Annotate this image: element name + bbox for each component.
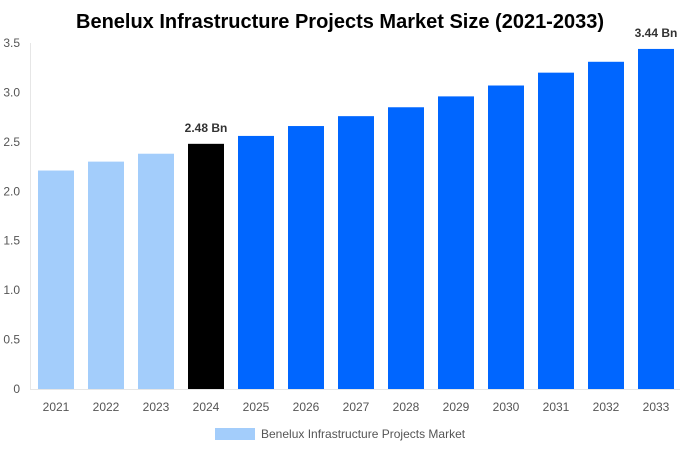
- x-tick-label: 2031: [543, 400, 570, 414]
- bar-2032: [588, 61, 624, 389]
- legend-label: Benelux Infrastructure Projects Market: [261, 427, 466, 441]
- data-label: 2.48 Bn: [185, 121, 228, 135]
- bar-2022: [88, 161, 124, 389]
- x-tick-label: 2023: [143, 400, 170, 414]
- x-tick-label: 2021: [43, 400, 70, 414]
- y-tick-label: 1.5: [3, 234, 20, 248]
- y-tick-label: 1.0: [3, 283, 20, 297]
- data-label: 3.44 Bn: [635, 26, 678, 40]
- x-tick-label: 2028: [393, 400, 420, 414]
- legend-swatch: [215, 428, 255, 440]
- bar-2027: [338, 116, 374, 389]
- x-tick-label: 2024: [193, 400, 220, 414]
- bar-2029: [438, 96, 474, 389]
- y-tick-label: 3.5: [3, 36, 20, 50]
- x-tick-label: 2022: [93, 400, 120, 414]
- x-tick-label: 2027: [343, 400, 370, 414]
- bar-2028: [388, 107, 424, 389]
- bar-2033: [638, 48, 674, 389]
- bar-2026: [288, 126, 324, 389]
- y-tick-label: 3.0: [3, 85, 20, 99]
- x-tick-label: 2026: [293, 400, 320, 414]
- bar-2031: [538, 72, 574, 390]
- chart-title: Benelux Infrastructure Projects Market S…: [76, 11, 604, 33]
- bar-2030: [488, 85, 524, 389]
- x-tick-label: 2025: [243, 400, 270, 414]
- y-tick-label: 0.5: [3, 333, 20, 347]
- x-tick-label: 2032: [593, 400, 620, 414]
- bar-2024: [188, 143, 224, 389]
- x-tick-label: 2033: [643, 400, 670, 414]
- y-tick-label: 0: [13, 382, 20, 396]
- y-tick-label: 2.5: [3, 135, 20, 149]
- x-tick-label: 2030: [493, 400, 520, 414]
- x-tick-label: 2029: [443, 400, 470, 414]
- bar-2025: [238, 135, 274, 389]
- bar-2023: [138, 153, 174, 389]
- bar-2021: [38, 170, 74, 389]
- y-tick-label: 2.0: [3, 184, 20, 198]
